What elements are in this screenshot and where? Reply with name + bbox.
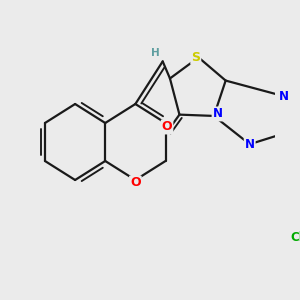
Text: N: N — [279, 90, 289, 103]
Text: Cl: Cl — [291, 231, 300, 244]
Text: O: O — [130, 176, 141, 190]
Text: S: S — [191, 51, 200, 64]
Text: N: N — [245, 138, 255, 151]
Text: H: H — [151, 48, 160, 59]
Text: N: N — [212, 107, 223, 120]
Text: O: O — [162, 121, 172, 134]
